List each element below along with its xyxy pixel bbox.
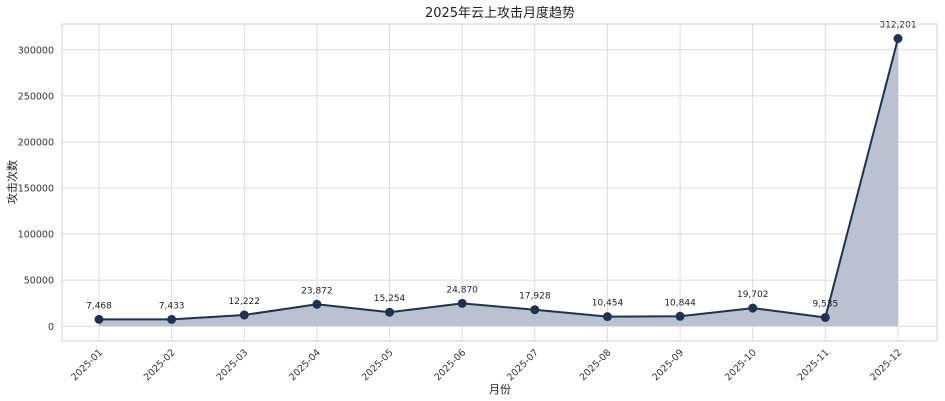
data-point	[530, 305, 540, 315]
y-axis-label: 攻击次数	[5, 160, 19, 204]
y-tick-label: 250000	[18, 91, 54, 102]
x-tick-label: 2025-03	[215, 347, 251, 383]
y-tick-label: 200000	[18, 137, 54, 148]
data-point	[457, 298, 467, 308]
y-tick-label: 100000	[18, 230, 54, 241]
data-point	[893, 34, 903, 44]
x-tick-label: 2025-08	[578, 347, 614, 383]
x-tick-label: 2025-07	[505, 347, 541, 383]
x-tick-label: 2025-09	[650, 347, 686, 383]
y-tick-label: 0	[48, 322, 54, 333]
data-label: 10,454	[592, 299, 624, 309]
data-point	[675, 311, 685, 321]
series-area-fill	[99, 38, 898, 327]
x-axis-label: 月份	[489, 383, 511, 396]
data-label: 19,702	[737, 290, 769, 300]
data-label: 23,872	[301, 286, 333, 296]
x-tick-label: 2025-02	[142, 347, 178, 383]
data-point	[820, 312, 830, 322]
x-tick-label: 2025-04	[287, 347, 323, 383]
x-tick-label: 2025-05	[360, 347, 396, 383]
y-tick-label: 300000	[18, 45, 54, 56]
x-tick-label: 2025-06	[432, 347, 468, 383]
data-label: 24,870	[446, 285, 478, 295]
data-label: 9,535	[812, 299, 838, 309]
data-point	[748, 303, 758, 313]
x-axis-ticks: 2025-01 2025-02 2025-03 2025-04 2025-05 2025-…	[69, 347, 904, 383]
data-label: 312,201	[879, 21, 916, 31]
x-tick-label: 2025-11	[796, 347, 832, 383]
data-label: 7,468	[86, 301, 112, 311]
plot-frame	[61, 23, 938, 342]
data-point	[239, 310, 249, 320]
x-tick-label: 2025-10	[723, 347, 759, 383]
series-line	[98, 38, 899, 321]
chart-title: 2025年云上攻击月度趋势	[425, 5, 575, 21]
data-label: 12,222	[229, 297, 261, 307]
y-tick-label: 50000	[24, 276, 54, 287]
data-labels: 7,468 7,433 12,222 23,872 15,254 24,870 17,928…	[86, 21, 916, 312]
x-tick-label: 2025-01	[69, 347, 105, 383]
data-points	[94, 34, 903, 324]
data-point	[94, 314, 104, 324]
x-tick-label: 2025-12	[868, 347, 904, 383]
data-label: 10,844	[664, 298, 696, 308]
data-label: 7,433	[159, 301, 185, 311]
data-label: 17,928	[519, 292, 551, 302]
data-point	[602, 312, 612, 322]
data-label: 15,254	[374, 294, 406, 304]
data-point	[167, 314, 177, 324]
data-point	[385, 307, 395, 317]
data-point	[312, 299, 322, 309]
y-axis-ticks: 0 50000 100000 150000 200000 250000 300000	[18, 45, 54, 332]
gridlines	[62, 24, 937, 341]
y-tick-label: 150000	[18, 184, 54, 195]
